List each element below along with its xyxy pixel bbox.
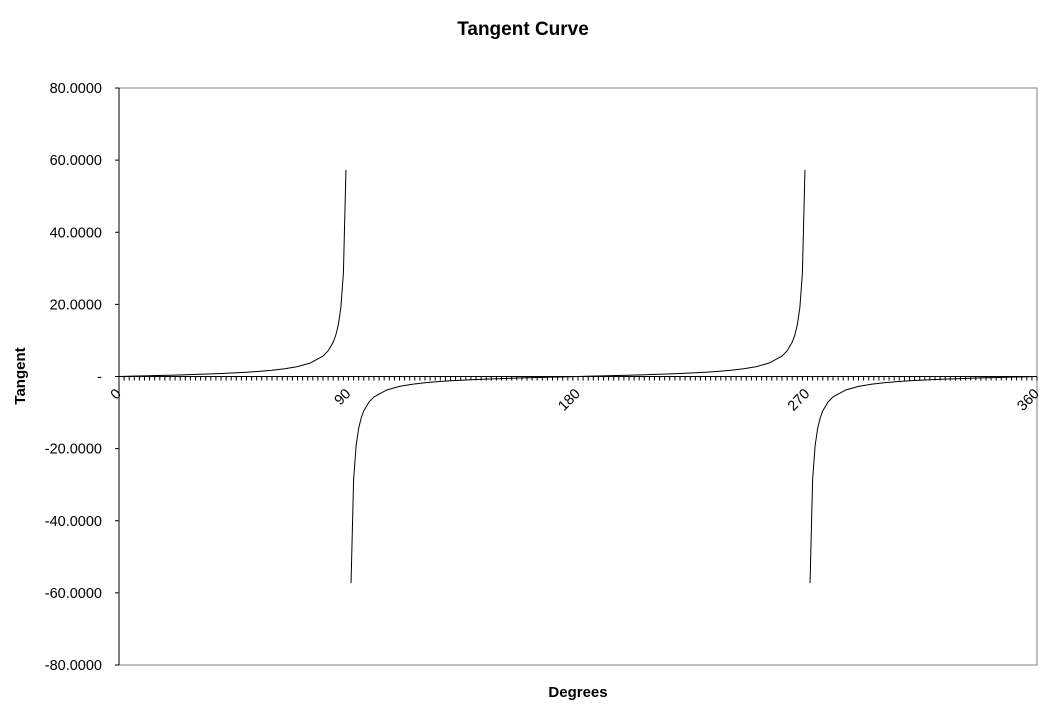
x-minor-ticks bbox=[118, 376, 1038, 381]
series-layer bbox=[118, 169, 1038, 584]
y-tick-label: -60.0000 bbox=[45, 586, 102, 602]
x-tick-label: 0 bbox=[108, 386, 125, 403]
chart-title: Tangent Curve bbox=[457, 19, 589, 40]
x-tick-label: 360 bbox=[1014, 386, 1042, 414]
y-axis-title: Tangent bbox=[12, 347, 29, 404]
y-tick-label: -40.0000 bbox=[45, 514, 102, 530]
y-tick-label: - bbox=[97, 370, 102, 386]
y-tick-label: 60.0000 bbox=[50, 153, 102, 169]
y-tick-label: 40.0000 bbox=[50, 225, 102, 241]
x-axis-title: Degrees bbox=[548, 684, 607, 701]
x-tick-label: 270 bbox=[785, 386, 813, 414]
series-line bbox=[118, 169, 1038, 584]
y-tick-label: 20.0000 bbox=[50, 297, 102, 313]
y-tick-labels: 80.0000 60.0000 40.0000 20.0000 - -20.0000 -40… bbox=[45, 81, 102, 674]
y-tick-label: -80.0000 bbox=[45, 658, 102, 674]
x-tick-label: 180 bbox=[555, 386, 583, 414]
y-tick-label: 80.0000 bbox=[50, 81, 102, 97]
y-ticks bbox=[115, 87, 119, 666]
x-tick-labels: 0 90 180 270 360 bbox=[108, 386, 1043, 414]
x-tick-label: 90 bbox=[332, 386, 355, 409]
y-tick-label: -20.0000 bbox=[45, 442, 102, 458]
